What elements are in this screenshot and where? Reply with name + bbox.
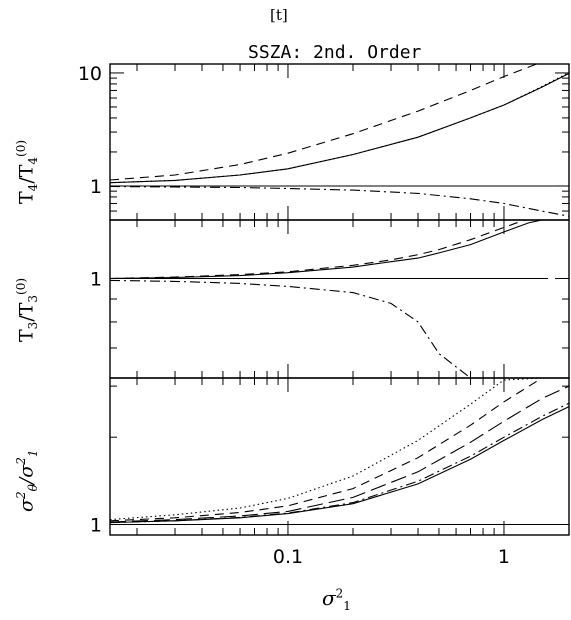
panel-1-ytick-label: 10 bbox=[78, 63, 102, 85]
panel-2-ytick-label: 1 bbox=[90, 268, 102, 290]
panel-3-series-5-dashed bbox=[110, 378, 569, 522]
x-tick-label: 0.1 bbox=[273, 546, 303, 568]
panel-1-series-5-dashdot bbox=[110, 185, 569, 217]
panel-1-frame bbox=[109, 63, 570, 221]
x-tick-label: 1 bbox=[498, 546, 510, 568]
panel-3-series-2-solid bbox=[110, 406, 569, 524]
panel-3-series-6-dotted bbox=[110, 378, 569, 521]
corner-label: [t] bbox=[270, 6, 288, 24]
panel-3-series-3-dashdot bbox=[110, 402, 569, 524]
panel-1-ytick-label: 1 bbox=[90, 176, 102, 198]
panel-3-series-4-longdash bbox=[110, 385, 569, 523]
panel-2-series-4-dashdot bbox=[110, 279, 549, 378]
panel-1-series-4-dashed bbox=[110, 64, 539, 181]
panel-2-frame bbox=[109, 219, 570, 379]
panel-2-ylabel: T3/T3(0) bbox=[14, 277, 41, 342]
panel-1-series-2-solid bbox=[110, 72, 569, 184]
x-axis-label: σ21 bbox=[322, 586, 351, 613]
panel-2-series-2-solid bbox=[110, 220, 545, 280]
panel-3-ylabel: σ2θ/σ21 bbox=[14, 449, 41, 512]
panel-1-ylabel: T4/T4(0) bbox=[14, 139, 41, 204]
panel-3-frame bbox=[109, 377, 570, 536]
plot-title: SSZA: 2nd. Order bbox=[248, 42, 422, 63]
panel-1-series-3-dotted bbox=[110, 72, 569, 184]
panel-3-ytick-label: 1 bbox=[90, 514, 102, 536]
